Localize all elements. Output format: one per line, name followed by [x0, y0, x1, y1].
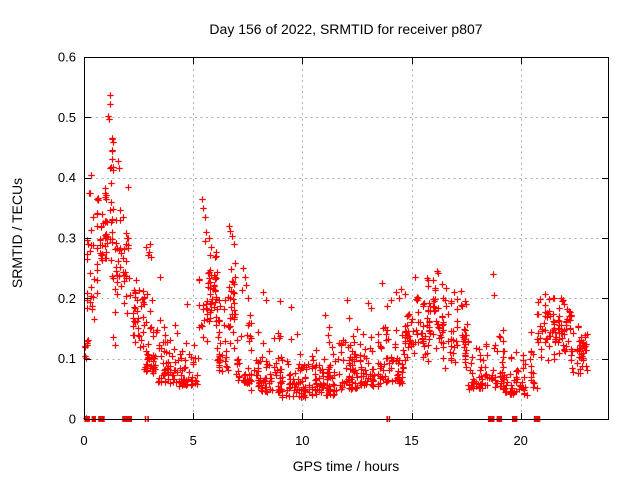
tick-labels: 0 5 10 15 20 0 0.1 0.2 0.3 0.4 0.5 0.6	[58, 50, 528, 449]
svg-text:5: 5	[190, 433, 197, 448]
svg-text:20: 20	[513, 433, 527, 448]
svg-text:0.5: 0.5	[58, 110, 76, 125]
svg-text:15: 15	[404, 433, 418, 448]
svg-text:0.2: 0.2	[58, 291, 76, 306]
gridlines	[85, 58, 607, 418]
svg-text:0.6: 0.6	[58, 50, 76, 65]
chart-title: Day 156 of 2022, SRMTID for receiver p80…	[209, 21, 483, 37]
svg-text:0.4: 0.4	[58, 170, 76, 185]
scatter-points	[82, 92, 591, 422]
axes-frame	[84, 57, 609, 420]
svg-text:0: 0	[80, 433, 87, 448]
svg-text:0: 0	[69, 412, 76, 427]
svg-text:0.3: 0.3	[58, 231, 76, 246]
svg-text:10: 10	[295, 433, 309, 448]
svg-text:0.1: 0.1	[58, 351, 76, 366]
x-axis-label: GPS time / hours	[292, 458, 400, 474]
